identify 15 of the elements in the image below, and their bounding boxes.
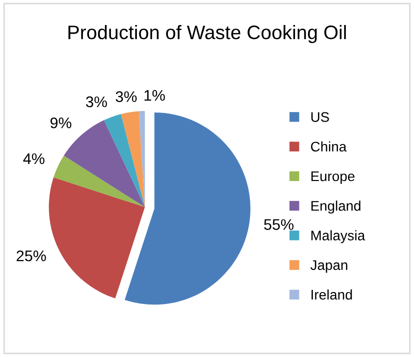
legend-label: Ireland	[312, 289, 352, 300]
legend-label: England	[311, 200, 360, 214]
legend-label: Malaysia	[311, 230, 366, 244]
data-label: 9%	[50, 117, 72, 128]
chart-title: Production of Waste Cooking Oil	[68, 24, 346, 44]
legend-label: Europe	[311, 171, 354, 184]
data-label: 3%	[86, 96, 107, 108]
data-label: 1%	[144, 90, 165, 101]
data-label: 4%	[23, 153, 44, 164]
data-label: 25%	[16, 250, 46, 262]
data-label: 55%	[264, 219, 294, 230]
data-label: 3%	[116, 91, 137, 102]
legend-label: China	[311, 141, 347, 152]
legend-label: US	[311, 112, 329, 122]
legend-label: Japan	[310, 260, 348, 273]
